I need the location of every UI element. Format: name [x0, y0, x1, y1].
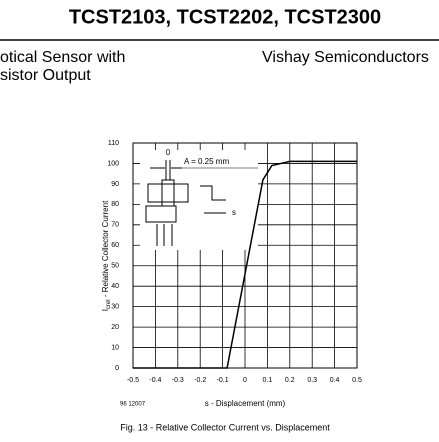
x-tick-label: 0.3	[307, 377, 317, 384]
annotation: A = 0.25 mm	[184, 157, 229, 166]
x-tick-label: -0.4	[149, 377, 161, 384]
y-tick-label: 30	[111, 303, 119, 310]
y-label-symbol: I	[101, 309, 110, 311]
title: TCST2103, TCST2202, TCST2300	[69, 6, 381, 28]
y-axis-label: Icrel - Relative Collector Current	[101, 200, 111, 311]
y-tick-label: 100	[107, 160, 119, 167]
x-tick-label: 0.4	[330, 377, 340, 384]
curve	[133, 160, 357, 369]
x-axis-label: s - Displacement (mm)	[205, 399, 286, 408]
x-tick-label: -0.5	[127, 377, 139, 384]
y-tick-label: 40	[111, 283, 119, 290]
x-tick-label: -0.3	[172, 377, 184, 384]
x-tick-label: 0	[243, 377, 247, 384]
x-tick-label: 0.2	[285, 377, 295, 384]
y-tick-label: 0	[115, 365, 119, 372]
y-tick-label: 90	[111, 181, 119, 188]
frame	[132, 142, 358, 369]
figure-code: 96 12007	[120, 402, 146, 408]
y-tick-label: 10	[111, 344, 119, 351]
company: Vishay Semiconductors	[262, 49, 429, 66]
x-tick-label: 0.5	[352, 377, 362, 384]
y-tick-label: 70	[111, 222, 119, 229]
subtitle: sistor Output	[0, 67, 91, 84]
inset-bg	[140, 150, 258, 250]
caption: Fig. 13 - Relative Collector Current vs.…	[120, 422, 330, 432]
y-label-text: - Relative Collector Current	[101, 200, 110, 299]
annotation: 0	[166, 148, 171, 157]
inset-shape	[147, 183, 189, 203]
x-tick-label: -0.2	[194, 377, 206, 384]
x-tick-label: -0.1	[217, 377, 229, 384]
x-tick-label: 0.1	[263, 377, 273, 384]
inset-shape	[145, 205, 177, 223]
annotation: s	[232, 208, 236, 217]
y-label-subscript: crel	[106, 299, 112, 309]
y-tick-label: 60	[111, 242, 119, 249]
y-tick-label: 50	[111, 263, 119, 270]
inset-shape	[200, 185, 226, 201]
y-tick-label: 110	[108, 140, 119, 147]
y-tick-label: 80	[111, 201, 119, 208]
plot: 0 10 20 30 40 50 60 70 80 90 100 110 -0.5 -0.4 -0.3 -0.…	[107, 140, 362, 384]
inset: 0 A = 0.25 mm s	[140, 148, 258, 250]
subtitle: otical Sensor with	[0, 49, 125, 66]
y-tick-label: 20	[111, 324, 119, 331]
